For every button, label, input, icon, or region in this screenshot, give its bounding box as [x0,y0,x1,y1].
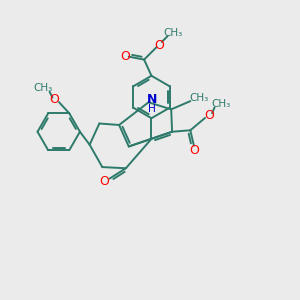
Text: CH₃: CH₃ [163,28,183,38]
Text: O: O [190,144,200,158]
Text: O: O [100,175,110,188]
Text: O: O [204,109,214,122]
Text: O: O [154,39,164,52]
Text: CH₃: CH₃ [211,99,231,109]
Text: CH₃: CH₃ [34,83,53,93]
Text: O: O [120,50,130,63]
Text: O: O [50,93,59,106]
Text: N: N [147,93,157,106]
Text: H: H [148,104,156,114]
Text: CH₃: CH₃ [189,93,208,103]
